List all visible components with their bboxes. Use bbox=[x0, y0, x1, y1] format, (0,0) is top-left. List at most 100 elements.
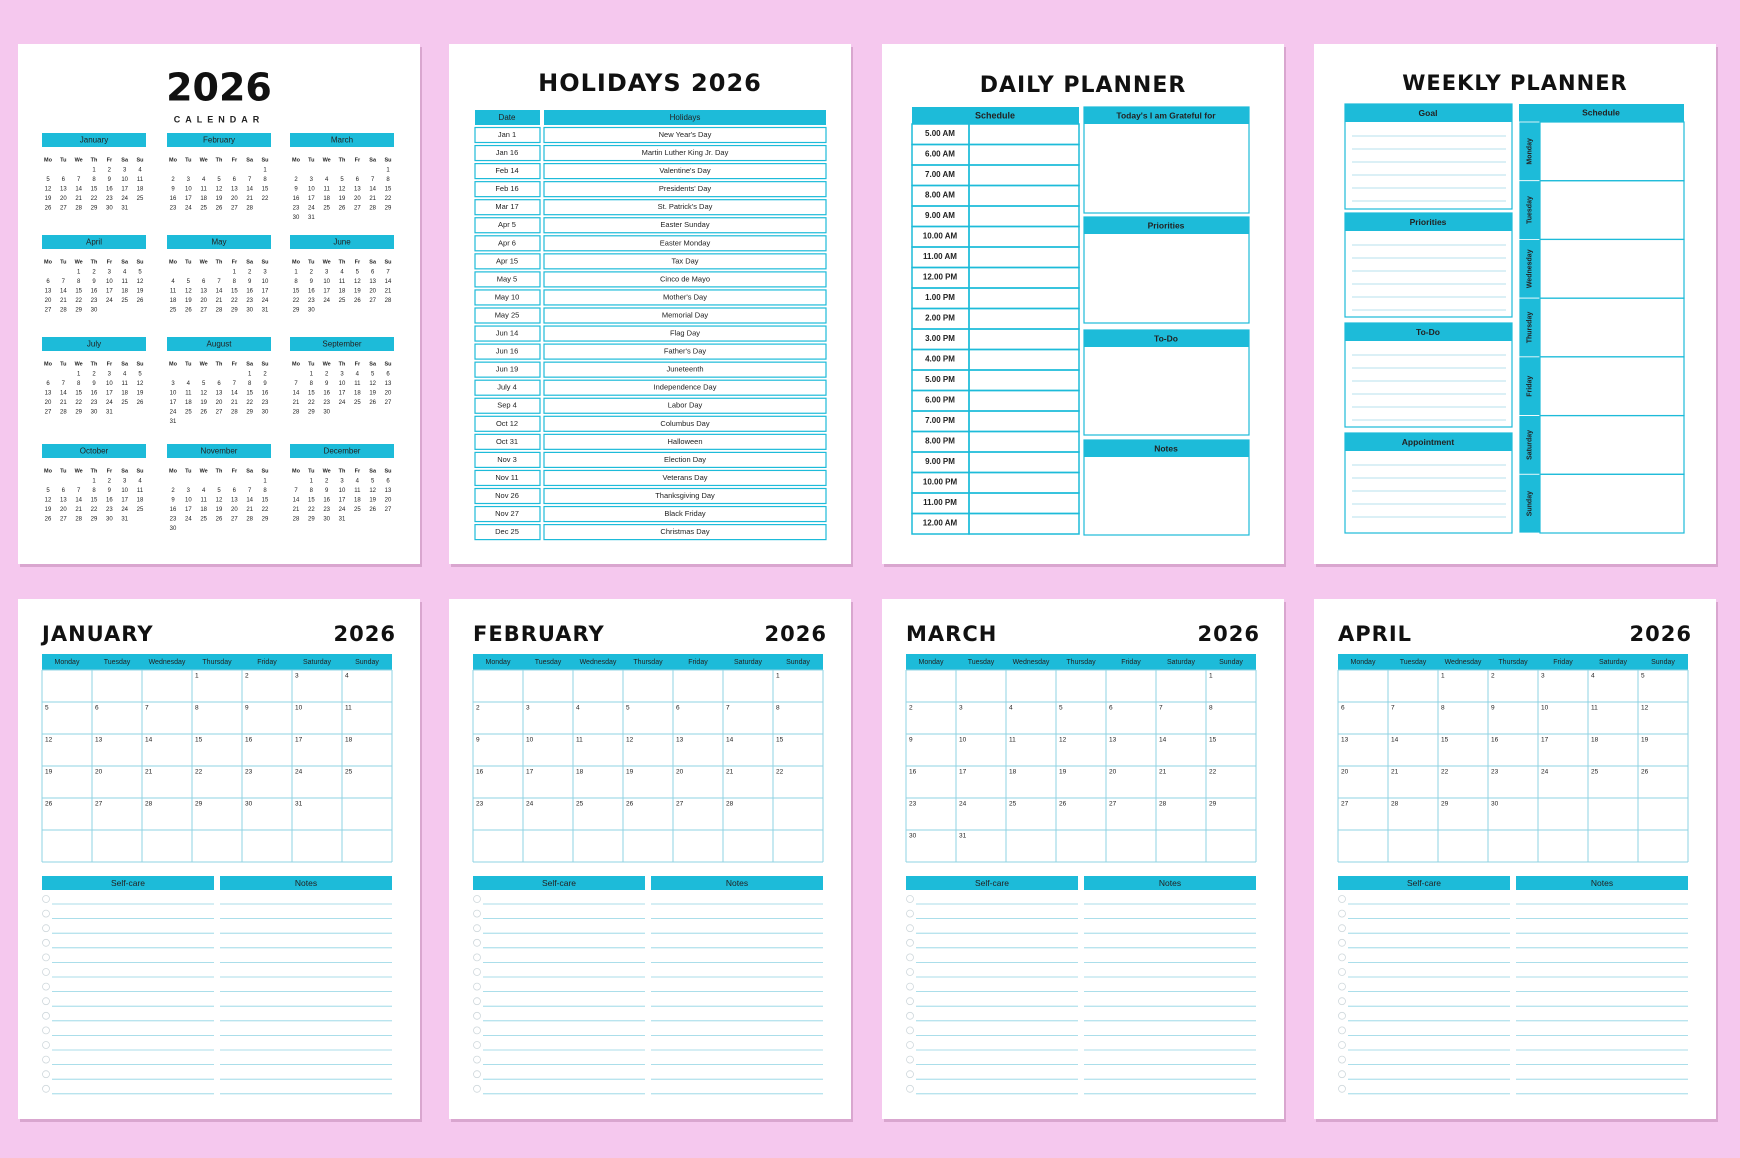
day-number: 5 bbox=[217, 488, 221, 494]
page bbox=[1314, 44, 1716, 564]
day-number: 3 bbox=[123, 168, 127, 174]
day-number: 6 bbox=[95, 705, 99, 712]
weekday: Sa bbox=[246, 259, 254, 265]
day-number: 30 bbox=[323, 517, 330, 523]
day-number: 19 bbox=[137, 289, 144, 295]
month-bar bbox=[42, 133, 146, 147]
checkbox bbox=[906, 924, 914, 933]
day-number: 9 bbox=[294, 187, 298, 193]
checkbox bbox=[42, 1041, 50, 1049]
time-label: 7.00 AM bbox=[925, 170, 955, 179]
day-label: Friday bbox=[1526, 376, 1533, 397]
holiday-name: Thanksgiving Day bbox=[655, 491, 715, 500]
day-number: 16 bbox=[245, 737, 253, 744]
day-number: 22 bbox=[75, 298, 82, 304]
time-label: 3.00 PM bbox=[925, 334, 955, 343]
row-cell bbox=[474, 307, 541, 324]
day-number: 23 bbox=[246, 298, 253, 304]
day-number: 1 bbox=[92, 168, 96, 174]
month-name: March bbox=[331, 136, 353, 145]
day-number: 12 bbox=[1641, 705, 1649, 712]
checkbox bbox=[906, 938, 914, 947]
day-number: 26 bbox=[626, 801, 634, 808]
day-number: 8 bbox=[310, 488, 314, 494]
day-number: 15 bbox=[385, 187, 392, 193]
header-cell bbox=[544, 110, 826, 125]
section-header bbox=[1345, 104, 1512, 122]
day-number: 9 bbox=[909, 737, 913, 744]
section-header bbox=[473, 876, 645, 890]
row-cell bbox=[474, 379, 541, 396]
time-label: 2.00 PM bbox=[925, 314, 955, 323]
weekday: Friday bbox=[257, 659, 277, 666]
day-number: 23 bbox=[106, 507, 113, 513]
weekday: Monday bbox=[486, 659, 511, 666]
day-number: 4 bbox=[325, 177, 329, 183]
day-number: 15 bbox=[308, 498, 315, 504]
day-number: 7 bbox=[726, 705, 730, 712]
day-number: 1 bbox=[776, 673, 780, 680]
day-number: 25 bbox=[1591, 769, 1599, 776]
section-header bbox=[42, 876, 214, 890]
day-number: 21 bbox=[726, 769, 734, 776]
header-cell bbox=[475, 110, 540, 125]
checkbox bbox=[473, 1070, 481, 1079]
day-number: 15 bbox=[91, 498, 98, 504]
day-number: 25 bbox=[121, 400, 128, 406]
day-number: 15 bbox=[1209, 737, 1217, 744]
holiday-name: Valentine's Day bbox=[659, 166, 711, 175]
weekday: Tuesday bbox=[535, 659, 562, 666]
day-number: 6 bbox=[233, 177, 237, 183]
day-number: 21 bbox=[216, 298, 223, 304]
weekday: Saturday bbox=[734, 659, 763, 666]
day-number: 17 bbox=[1541, 737, 1549, 744]
day-number: 17 bbox=[339, 391, 346, 397]
day-number: 10 bbox=[308, 187, 315, 193]
weekday: Mo bbox=[292, 468, 301, 474]
holiday-date: Mar 17 bbox=[495, 202, 518, 211]
day-number: 27 bbox=[1341, 801, 1349, 808]
day-number: 4 bbox=[356, 479, 360, 485]
holiday-name: Cinco de Mayo bbox=[660, 274, 710, 283]
day-number: 4 bbox=[123, 270, 127, 276]
day-number: 2 bbox=[171, 177, 175, 183]
weekday: Su bbox=[261, 361, 268, 367]
section-header bbox=[1084, 330, 1249, 347]
weekday: Sunday bbox=[1219, 659, 1243, 666]
row-cell bbox=[474, 162, 541, 180]
row-cell bbox=[474, 451, 541, 468]
day-number: 18 bbox=[339, 289, 346, 295]
day-number: 14 bbox=[1159, 737, 1167, 744]
day-number: 19 bbox=[369, 391, 376, 397]
month-name: October bbox=[80, 447, 109, 456]
time-label: 10.00 PM bbox=[923, 478, 958, 487]
weekday: Tuesday bbox=[1400, 659, 1427, 666]
day-number: 10 bbox=[1541, 705, 1549, 712]
day-number: 2 bbox=[294, 177, 298, 183]
weekday: Su bbox=[261, 468, 268, 474]
day-number: 27 bbox=[385, 400, 392, 406]
weekday: Su bbox=[261, 259, 268, 265]
day-number: 27 bbox=[231, 517, 238, 523]
checkbox bbox=[473, 909, 481, 918]
day-number: 14 bbox=[385, 279, 392, 285]
day-number: 11 bbox=[201, 498, 208, 504]
weekday: Mo bbox=[169, 361, 178, 367]
day-number: 30 bbox=[308, 308, 315, 314]
weekday: Sa bbox=[121, 361, 129, 367]
checkbox bbox=[42, 1084, 50, 1093]
checkbox bbox=[42, 909, 50, 918]
weekday: Sa bbox=[246, 157, 254, 163]
row-cell bbox=[543, 379, 827, 396]
day-number: 8 bbox=[195, 705, 199, 712]
holiday-header: Holidays bbox=[670, 113, 701, 122]
day-number: 7 bbox=[62, 279, 66, 285]
weekday: Th bbox=[216, 468, 223, 474]
day-number: 24 bbox=[339, 507, 346, 513]
weekday: Fr bbox=[355, 259, 361, 265]
checkbox bbox=[42, 938, 50, 947]
day-number: 28 bbox=[385, 298, 392, 304]
day-number: 19 bbox=[339, 196, 346, 202]
row-cell bbox=[543, 505, 827, 523]
weekday-bar bbox=[473, 654, 823, 670]
